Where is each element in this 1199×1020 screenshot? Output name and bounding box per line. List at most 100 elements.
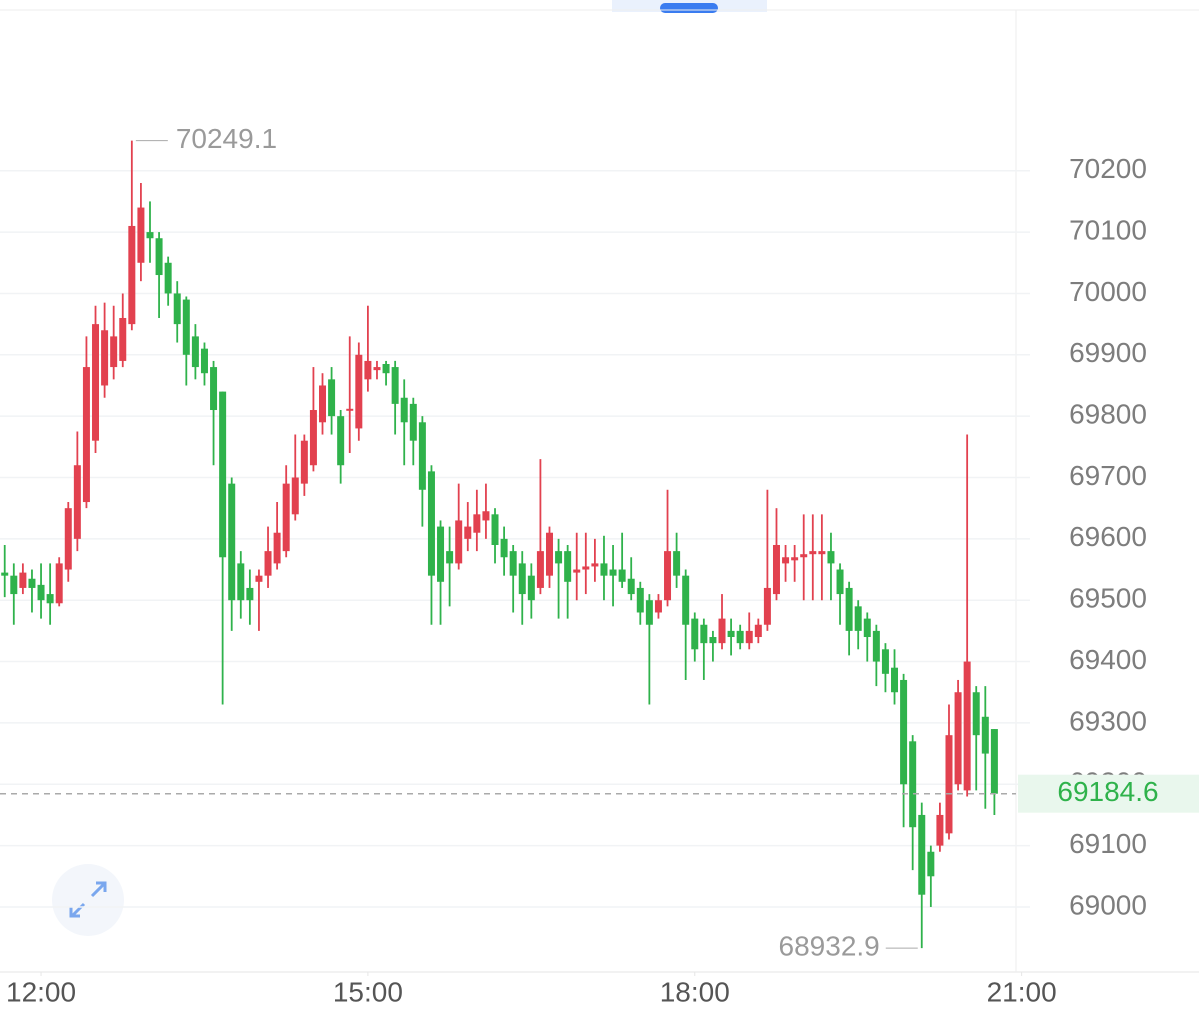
y-tick-label: 69000 [1069, 889, 1147, 920]
candle-body [455, 520, 463, 564]
candle-body [282, 483, 290, 552]
candle-body [346, 408, 354, 411]
candle-body [863, 618, 871, 638]
candle-body [19, 572, 27, 588]
y-tick-label: 69400 [1069, 644, 1147, 675]
candle-body [92, 324, 100, 441]
y-tick-label: 70000 [1069, 276, 1147, 307]
candle-body [854, 606, 862, 631]
candle-body [173, 293, 181, 325]
candle-body [500, 538, 508, 558]
candle-body [763, 587, 771, 625]
candle-body [200, 348, 208, 374]
candle-body [409, 403, 417, 441]
max-label: 70249.1 [176, 123, 277, 154]
candle-body [364, 360, 372, 380]
candle-body [418, 422, 426, 490]
candle-body [518, 563, 526, 595]
candle-body [101, 330, 109, 386]
candle-body [836, 569, 844, 595]
x-tick-label: 18:00 [660, 976, 730, 1007]
y-tick-label: 69100 [1069, 828, 1147, 859]
candle-body [636, 587, 644, 613]
candle-body [182, 299, 190, 355]
candle-body [782, 557, 790, 564]
candle-body [55, 563, 63, 604]
candle-body [37, 584, 45, 601]
min-label: 68932.9 [779, 931, 880, 962]
candle-body [900, 679, 908, 785]
candle-body [146, 232, 154, 239]
candle-body [573, 569, 581, 573]
candle-body [391, 367, 399, 404]
candle-body [691, 618, 699, 650]
expand-button[interactable] [52, 864, 124, 936]
candle-body [609, 569, 617, 576]
candle-body [64, 508, 72, 570]
x-tick-label: 21:00 [987, 976, 1057, 1007]
candle-body [927, 851, 935, 877]
candle-body [527, 575, 535, 601]
candle-body [936, 814, 944, 846]
candle-body [700, 624, 708, 644]
y-tick-label: 69900 [1069, 337, 1147, 368]
candle-body [664, 551, 672, 601]
candle-body [110, 336, 118, 368]
candle-body [827, 551, 835, 564]
candle-body [990, 729, 998, 794]
candle-body [82, 367, 90, 503]
y-tick-label: 70100 [1069, 214, 1147, 245]
candle-body [373, 367, 381, 371]
candle-body [155, 238, 163, 276]
y-tick-label: 69600 [1069, 521, 1147, 552]
candle-body [654, 600, 662, 613]
candle-body [600, 563, 608, 576]
tab-indicator [660, 3, 718, 13]
candle-body [219, 391, 227, 558]
candle-body [809, 551, 817, 555]
candle-body [337, 416, 345, 466]
candle-body [872, 630, 880, 662]
candle-body [427, 471, 435, 576]
candle-body [727, 630, 735, 638]
expand-icon[interactable] [69, 881, 107, 918]
candle-body [28, 578, 36, 588]
candle-body [881, 649, 889, 674]
y-tick-label: 70200 [1069, 153, 1147, 184]
candle-body [309, 410, 317, 466]
candle-body [618, 569, 626, 582]
candle-body [673, 551, 681, 576]
candle-body [555, 551, 563, 564]
candle-body [328, 379, 336, 417]
candle-body [682, 575, 690, 625]
candle-body [972, 692, 980, 736]
y-tick-label: 69700 [1069, 460, 1147, 491]
candle-body [709, 637, 717, 644]
candle-body [891, 667, 899, 693]
candle-body [845, 587, 853, 631]
last-price-box [1018, 774, 1199, 813]
candle-body [273, 532, 281, 564]
candle-body [945, 735, 953, 834]
candle-body [645, 600, 653, 625]
candle-body [718, 618, 726, 644]
candle-body [164, 262, 172, 294]
candle-body [46, 594, 54, 604]
candle-body [918, 814, 926, 895]
x-tick-label: 15:00 [333, 976, 403, 1007]
candle-body [10, 575, 18, 595]
candle-body [745, 630, 753, 644]
candle-body [772, 544, 780, 595]
candle-body [264, 551, 272, 576]
expand-button-bg[interactable] [52, 864, 124, 936]
candle-body [319, 385, 327, 423]
candle-body [963, 661, 971, 791]
candle-body [536, 551, 544, 588]
y-tick-label: 69500 [1069, 583, 1147, 614]
candle-body [800, 554, 808, 558]
candle-body [627, 578, 635, 595]
last-price-label: 69184.6 [1057, 776, 1158, 807]
candle-body [736, 630, 744, 644]
